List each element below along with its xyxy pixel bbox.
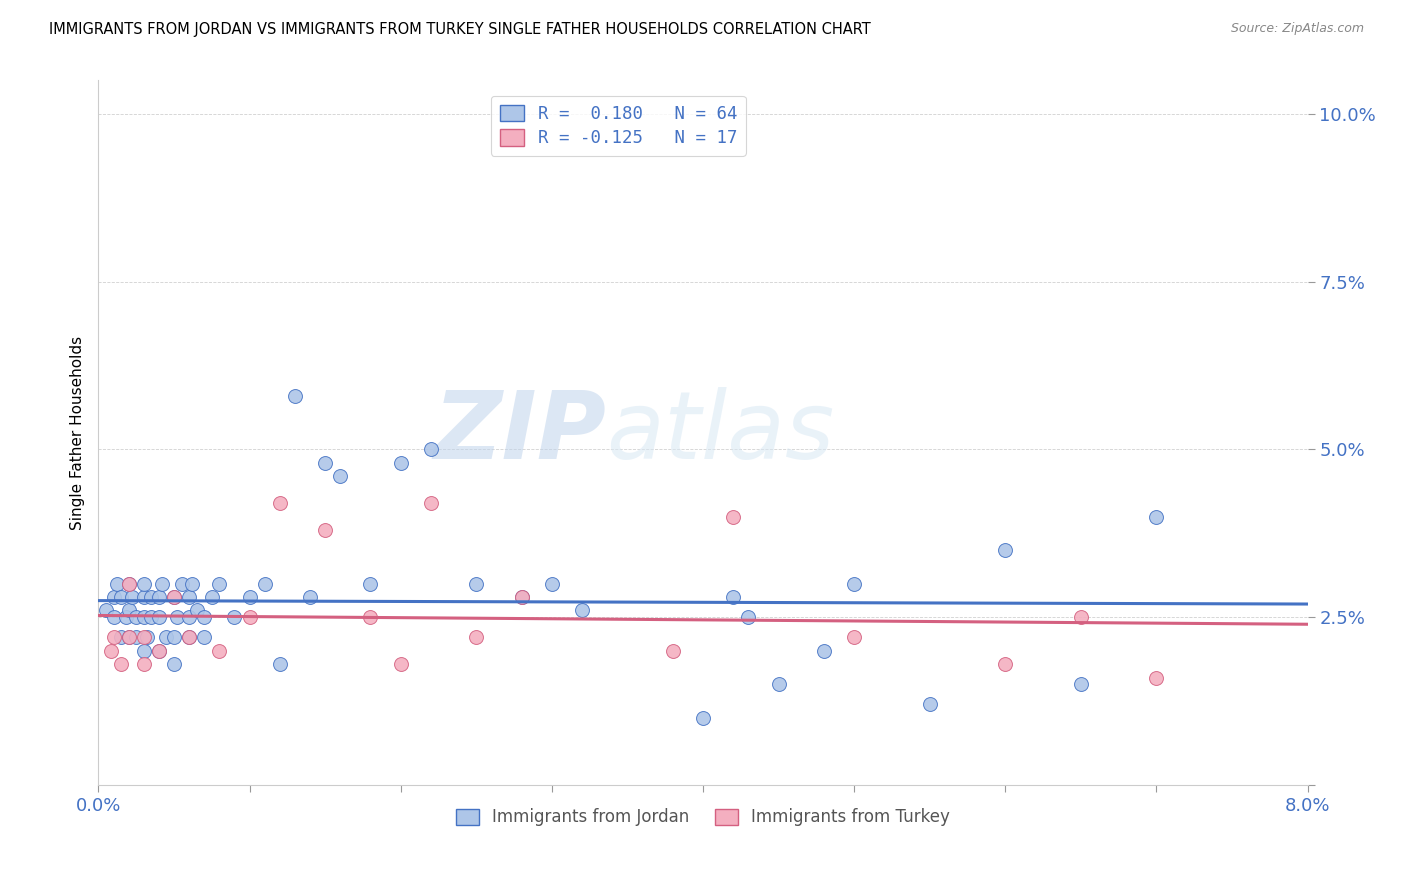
Point: [163, 590, 186, 604]
Point: [186, 603, 208, 617]
Point: [163, 590, 186, 604]
Point: [1146, 509, 1168, 524]
Point: [360, 576, 382, 591]
Point: [360, 610, 382, 624]
Point: [1070, 677, 1092, 691]
Text: atlas: atlas: [606, 387, 835, 478]
Point: [155, 630, 177, 644]
Point: [118, 576, 141, 591]
Point: [723, 509, 745, 524]
Point: [100, 644, 122, 658]
Point: [314, 523, 336, 537]
Point: [465, 576, 488, 591]
Point: [94, 603, 117, 617]
Point: [141, 610, 163, 624]
Point: [193, 630, 215, 644]
Point: [135, 630, 157, 644]
Point: [510, 590, 533, 604]
Point: [181, 576, 204, 591]
Point: [692, 711, 714, 725]
Point: [918, 698, 941, 712]
Point: [1070, 610, 1092, 624]
Point: [141, 590, 163, 604]
Text: ZIP: ZIP: [433, 386, 606, 479]
Point: [510, 590, 533, 604]
Point: [540, 576, 562, 591]
Point: [179, 630, 201, 644]
Point: [103, 610, 125, 624]
Point: [420, 496, 443, 510]
Point: [737, 610, 759, 624]
Point: [132, 657, 155, 672]
Point: [208, 576, 231, 591]
Point: [844, 630, 866, 644]
Point: [465, 630, 488, 644]
Point: [118, 576, 141, 591]
Point: [201, 590, 224, 604]
Point: [284, 389, 307, 403]
Point: [148, 644, 170, 658]
Point: [269, 496, 291, 510]
Point: [1146, 671, 1168, 685]
Point: [768, 677, 790, 691]
Point: [253, 576, 276, 591]
Point: [150, 576, 173, 591]
Point: [269, 657, 291, 672]
Point: [179, 610, 201, 624]
Point: [121, 590, 143, 604]
Point: [329, 469, 352, 483]
Point: [118, 630, 141, 644]
Point: [105, 576, 128, 591]
Point: [118, 630, 141, 644]
Text: IMMIGRANTS FROM JORDAN VS IMMIGRANTS FROM TURKEY SINGLE FATHER HOUSEHOLDS CORREL: IMMIGRANTS FROM JORDAN VS IMMIGRANTS FRO…: [49, 22, 870, 37]
Point: [224, 610, 246, 624]
Point: [163, 657, 186, 672]
Point: [103, 630, 125, 644]
Point: [132, 644, 155, 658]
Point: [103, 590, 125, 604]
Text: Source: ZipAtlas.com: Source: ZipAtlas.com: [1230, 22, 1364, 36]
Point: [723, 590, 745, 604]
Point: [163, 630, 186, 644]
Point: [661, 644, 683, 658]
Point: [170, 576, 193, 591]
Point: [994, 657, 1017, 672]
Point: [571, 603, 593, 617]
Point: [420, 442, 443, 457]
Point: [148, 590, 170, 604]
Point: [110, 657, 132, 672]
Point: [125, 630, 148, 644]
Point: [239, 610, 262, 624]
Point: [148, 644, 170, 658]
Point: [179, 630, 201, 644]
Point: [110, 630, 132, 644]
Point: [844, 576, 866, 591]
Point: [132, 630, 155, 644]
Point: [994, 543, 1017, 558]
Point: [125, 610, 148, 624]
Point: [389, 657, 412, 672]
Point: [299, 590, 322, 604]
Point: [132, 610, 155, 624]
Point: [193, 610, 215, 624]
Point: [166, 610, 188, 624]
Point: [118, 603, 141, 617]
Y-axis label: Single Father Households: Single Father Households: [69, 335, 84, 530]
Point: [208, 644, 231, 658]
Point: [179, 590, 201, 604]
Point: [239, 590, 262, 604]
Point: [813, 644, 835, 658]
Point: [110, 590, 132, 604]
Point: [114, 610, 136, 624]
Legend: Immigrants from Jordan, Immigrants from Turkey: Immigrants from Jordan, Immigrants from …: [449, 802, 957, 833]
Point: [132, 590, 155, 604]
Point: [148, 610, 170, 624]
Point: [132, 576, 155, 591]
Point: [314, 456, 336, 470]
Point: [389, 456, 412, 470]
